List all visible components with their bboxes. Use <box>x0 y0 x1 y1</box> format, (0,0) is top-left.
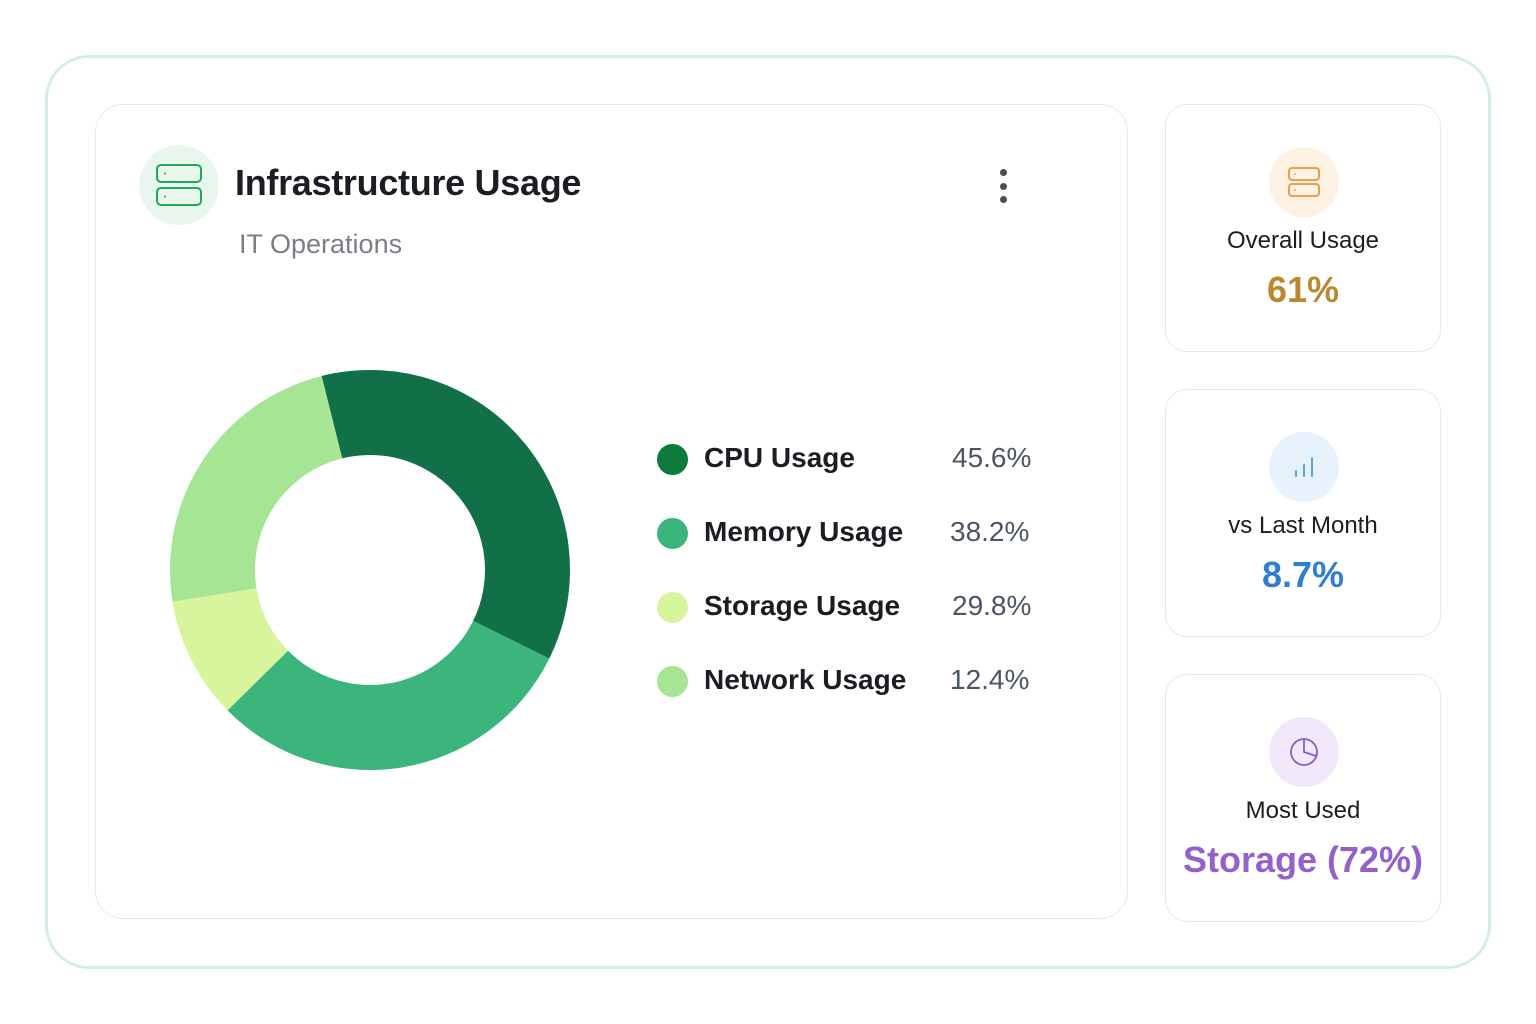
legend-value-storage: 29.8% <box>952 590 1032 621</box>
legend-label-network: Network Usage <box>704 664 907 695</box>
server-icon <box>139 145 219 225</box>
legend-item-cpu: CPU Usage 45.6% <box>657 440 1057 480</box>
legend-item-network: Network Usage 12.4% <box>657 662 1057 702</box>
pie-chart-icon <box>1269 717 1339 787</box>
legend-item-storage: Storage Usage 29.8% <box>657 588 1057 628</box>
card-title: Infrastructure Usage <box>235 162 582 203</box>
legend-dot-storage <box>657 592 688 623</box>
donut-slice-cpu-usage <box>321 370 570 659</box>
stat-value: 61% <box>1266 269 1340 310</box>
card-subtitle: IT Operations <box>239 229 403 259</box>
stat-label: Overall Usage <box>1226 227 1380 254</box>
legend-value-network: 12.4% <box>950 664 1030 695</box>
legend-label-storage: Storage Usage <box>704 590 901 621</box>
legend-dot-network <box>657 666 688 697</box>
more-vertical-icon[interactable] <box>985 165 1021 207</box>
legend-value-cpu: 45.6% <box>952 442 1032 473</box>
legend-value-memory: 38.2% <box>950 516 1030 547</box>
donut-slice-network-usage <box>172 588 289 711</box>
stat-label: Most Used <box>1245 797 1361 824</box>
legend-label-memory: Memory Usage <box>704 516 904 547</box>
legend-item-memory: Memory Usage 38.2% <box>657 514 1057 554</box>
stat-card-overall-usage: Overall Usage 61% <box>1165 104 1441 352</box>
server-icon <box>1269 147 1339 217</box>
legend-label-cpu: CPU Usage <box>704 442 855 473</box>
stat-card-most-used: Most Used Storage (72%) <box>1165 674 1441 922</box>
legend-dot-memory <box>657 518 688 549</box>
donut-slice-storage-usage <box>170 375 343 602</box>
donut-slice-memory-usage <box>227 620 550 770</box>
stat-value: 8.7% <box>1261 554 1345 595</box>
stat-card-vs-last-month: vs Last Month 8.7% <box>1165 389 1441 637</box>
stat-value: Storage (72%) <box>1182 839 1424 880</box>
bar-chart-icon <box>1269 432 1339 502</box>
legend-dot-cpu <box>657 444 688 475</box>
usage-donut-chart <box>170 370 570 770</box>
stat-label: vs Last Month <box>1228 512 1378 539</box>
